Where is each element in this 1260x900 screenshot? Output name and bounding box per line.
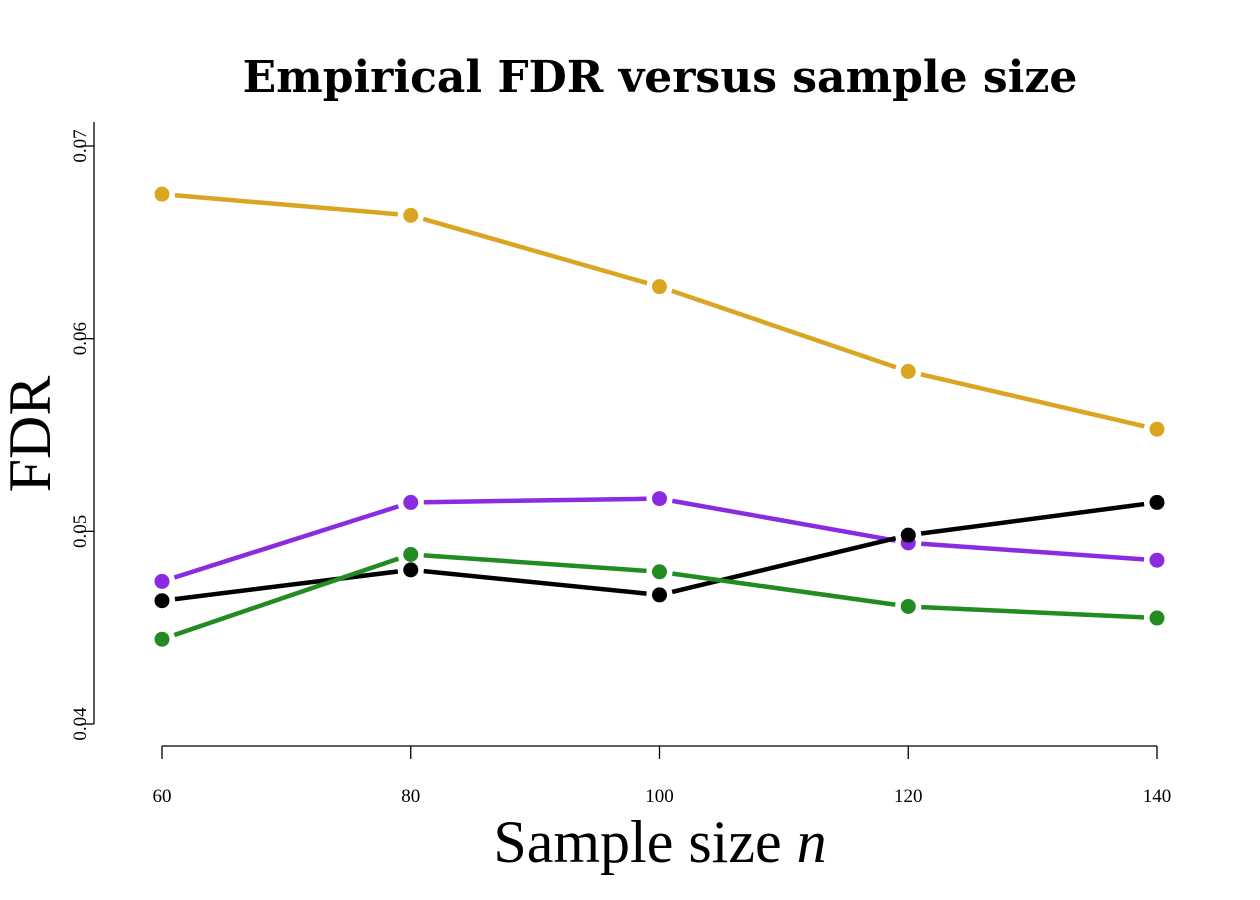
series-4-segment	[423, 553, 647, 574]
series-2-point	[652, 491, 667, 507]
series-1-segment	[671, 288, 897, 370]
x-tick-label: 80	[401, 786, 420, 807]
series-4-point	[403, 546, 419, 562]
series-3-segment	[423, 568, 647, 596]
series-4-point	[154, 631, 170, 647]
x-tick-label: 140	[1143, 786, 1172, 807]
series-1-segment	[422, 216, 648, 286]
series-4-segment	[672, 571, 896, 607]
series-3-point	[652, 587, 667, 603]
series-3-point	[1149, 494, 1165, 510]
series-2-point	[403, 494, 419, 510]
x-axis-label-variable: n	[797, 809, 827, 875]
series-3-segment	[671, 536, 897, 595]
series-3-segment	[174, 569, 399, 602]
chart-title: Empirical FDR versus sample size	[243, 52, 1078, 103]
series-2-point	[1149, 552, 1165, 568]
series-4-point	[1149, 610, 1165, 626]
x-tick-label: 120	[894, 786, 923, 807]
series-1-point	[154, 186, 170, 202]
x-tick-label: 60	[153, 786, 172, 807]
y-tick-label: 0.07	[70, 129, 91, 162]
plot-points	[154, 186, 1165, 647]
series-2-point	[154, 573, 170, 589]
y-axis-label: FDR	[0, 376, 63, 493]
series-1-segment	[920, 372, 1145, 429]
series-3-point	[900, 527, 916, 543]
series-2-segment	[671, 498, 896, 543]
series-1-segment	[174, 193, 398, 217]
series-2-segment	[423, 496, 647, 505]
series-2-segment	[173, 504, 400, 580]
x-axis: 60 80 100 120 140	[153, 745, 1172, 807]
x-axis-label-text: Sample size	[493, 809, 796, 875]
y-tick-label: 0.05	[70, 515, 91, 548]
series-4-point	[900, 598, 916, 614]
y-tick-label: 0.04	[70, 707, 91, 741]
y-axis: 0.04 0.05 0.06 0.07	[70, 122, 95, 741]
x-tick-label: 100	[645, 786, 674, 807]
series-1-point	[1149, 421, 1165, 437]
plot-lines	[173, 193, 1145, 638]
series-3-segment	[920, 501, 1145, 536]
series-3-point	[154, 593, 170, 609]
series-4-point	[652, 564, 667, 580]
series-3-point	[403, 562, 419, 578]
series-1-point	[403, 207, 419, 223]
series-4-segment	[921, 604, 1145, 620]
series-4-segment	[173, 556, 400, 638]
series-1-point	[652, 279, 667, 295]
y-tick-label: 0.06	[70, 322, 91, 355]
series-2-segment	[921, 541, 1145, 562]
series-1-point	[900, 363, 916, 379]
x-axis-label: Sample size n	[493, 809, 826, 875]
